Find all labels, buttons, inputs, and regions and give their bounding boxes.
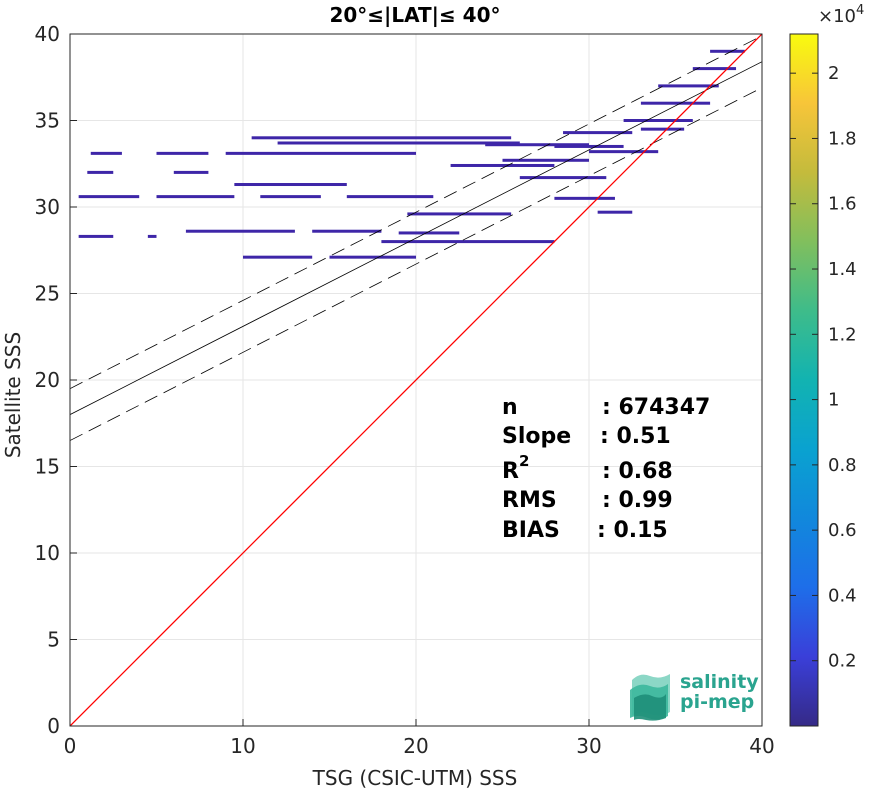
stat-n-label: n [502,395,518,420]
density-segment [450,163,555,167]
density-segment [640,101,711,105]
density-segment [312,229,382,233]
stat-rms-label: RMS [502,488,557,513]
density-segment [329,255,416,259]
density-segment [398,231,460,235]
density-segment [234,183,347,187]
stat-bias-label: BIAS [502,518,560,543]
x-axis-label: TSG (CSIC-UTM) SSS [312,766,518,790]
colorbar: 0.2 0.4 0.6 0.8 1 1.2 1.4 1.6 1.8 2 ×104 [789,3,864,727]
density-segment [147,234,157,238]
colorbar-tick-label: 0.4 [828,585,857,606]
density-segment [78,234,114,238]
colorbar-exponent-power: 4 [856,3,864,18]
density-segment [346,195,434,199]
stat-slope-label: Slope [502,424,571,449]
y-axis: 0 5 10 15 20 25 30 35 40 [35,22,77,738]
colorbar-tick-label: 1.4 [828,259,857,280]
x-tick-label: 10 [230,734,255,758]
y-tick-label: 0 [47,714,60,738]
y-tick-label: 15 [35,455,60,479]
stat-rms-value: : 0.99 [602,488,673,513]
stat-bias-value: : 0.15 [597,518,668,543]
fit-lower-line [70,87,762,441]
colorbar-tick-label: 0.2 [828,651,857,672]
y-tick-label: 35 [35,109,60,133]
colorbar-tick-label: 2 [828,63,839,84]
density-layer [78,49,745,259]
colorbar-gradient [789,33,819,727]
logo-line2: pi-mep [680,691,754,713]
colorbar-tick-label: 0.6 [828,520,857,541]
density-segment [554,196,615,200]
y-tick-label: 25 [35,282,60,306]
stats-annotation: n : 674347 Slope : 0.51 R 2 : 0.68 RMS :… [502,395,710,543]
density-segment [251,136,512,140]
density-segment [225,151,416,155]
fit-line [70,61,762,415]
wave-icon [630,674,670,721]
chart-title: 20°≤|LAT|≤ 40° [329,3,500,27]
density-segment [78,195,140,199]
density-segment [87,170,114,174]
salinity-pi-mep-logo: salinity pi-mep [630,671,759,721]
density-segment [407,212,512,216]
density-segment [156,151,209,155]
colorbar-tick-label: 1.8 [828,128,857,149]
density-segment [554,144,624,148]
stat-slope-value: : 0.51 [600,424,671,449]
y-tick-label: 10 [35,541,60,565]
density-segment [381,240,555,244]
y-axis-label: Satellite SSS [1,332,25,458]
stat-n-value: : 674347 [602,395,710,420]
density-segment [502,158,589,162]
density-segment [597,210,633,214]
x-axis: 0 10 20 30 40 [64,719,775,758]
density-segment [710,49,745,53]
colorbar-tick-label: 1 [828,390,839,411]
x-tick-label: 20 [403,734,428,758]
density-segment [156,195,235,199]
fit-lines [70,34,762,726]
density-segment [260,195,321,199]
colorbar-exponent-base: ×10 [818,6,856,27]
colorbar-exponent: ×104 [818,3,864,27]
density-segment [658,84,719,88]
y-tick-label: 40 [35,22,60,46]
y-tick-label: 5 [47,628,60,652]
stat-r2-label: R [502,459,519,484]
colorbar-tick-label: 0.8 [828,455,857,476]
fit-upper-line [70,35,762,390]
density-segment [277,141,520,145]
x-tick-label: 40 [749,734,774,758]
density-segment [692,67,737,71]
density-segment [185,229,295,233]
x-tick-label: 0 [64,734,77,758]
density-segment [485,143,589,147]
density-segment [623,119,693,122]
y-tick-label: 20 [35,368,60,392]
density-segment [173,170,209,174]
stat-r2-value: : 0.68 [602,459,673,484]
density-segment [90,151,122,155]
colorbar-tick-label: 1.6 [828,194,857,215]
density-segment [640,127,685,131]
y-tick-label: 30 [35,195,60,219]
density-segment [563,131,633,135]
colorbar-ticks: 0.2 0.4 0.6 0.8 1 1.2 1.4 1.6 1.8 2 [790,63,857,672]
colorbar-tick-label: 1.2 [828,324,857,345]
logo-line1: salinity [680,671,759,693]
stat-r2-sup: 2 [519,452,529,470]
x-tick-label: 30 [576,734,601,758]
density-segment [243,255,313,259]
density-segment [589,150,659,154]
density-segment [519,176,607,180]
identity-line [70,34,762,726]
